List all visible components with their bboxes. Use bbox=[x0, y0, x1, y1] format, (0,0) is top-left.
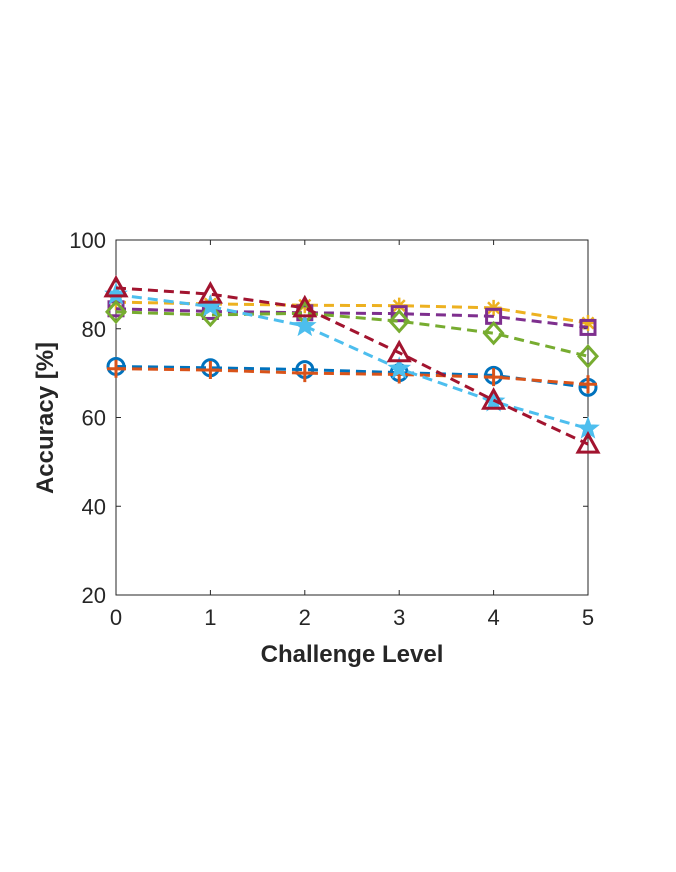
series-line bbox=[115, 307, 589, 329]
plot-area bbox=[115, 239, 589, 596]
y-tick-label: 40 bbox=[82, 494, 106, 519]
square-marker bbox=[390, 305, 408, 323]
y-tick-label: 100 bbox=[69, 228, 106, 253]
triangle-marker bbox=[575, 431, 601, 454]
plus-marker bbox=[107, 359, 125, 378]
plus-marker bbox=[579, 375, 597, 394]
series-line bbox=[115, 300, 589, 325]
series-line bbox=[115, 293, 589, 431]
y-tick-label: 60 bbox=[82, 406, 106, 431]
diamond-marker bbox=[199, 302, 222, 328]
pentagram-marker bbox=[387, 356, 412, 379]
triangle-marker bbox=[481, 387, 507, 410]
triangle-marker bbox=[197, 281, 223, 304]
axis-ticks: 0 1 2 3 4 5 20 40 60 80 100 bbox=[69, 228, 594, 630]
x-tick-label: 5 bbox=[582, 605, 594, 630]
triangle-marker bbox=[386, 339, 412, 363]
plus-marker bbox=[484, 368, 503, 387]
triangle-marker bbox=[292, 294, 318, 318]
y-tick-label: 80 bbox=[82, 317, 106, 342]
diamond-marker bbox=[388, 308, 411, 334]
series-line bbox=[115, 367, 589, 386]
x-tick-label: 0 bbox=[110, 605, 122, 630]
triangle-marker bbox=[103, 274, 129, 298]
x-tick-label: 1 bbox=[204, 605, 216, 630]
diamond-marker bbox=[482, 320, 505, 346]
y-tick-label: 20 bbox=[82, 583, 106, 608]
pentagram-marker bbox=[292, 313, 317, 337]
series-line bbox=[115, 286, 589, 446]
series-layer bbox=[103, 274, 601, 454]
x-tick-label: 2 bbox=[299, 605, 311, 630]
plus-marker bbox=[201, 361, 220, 380]
x-axis-label: Challenge Level bbox=[261, 641, 444, 668]
series-plus bbox=[107, 359, 597, 394]
plus-marker bbox=[295, 364, 314, 383]
asterisk-marker bbox=[580, 314, 596, 331]
x-tick-label: 3 bbox=[393, 605, 405, 630]
x-tick-label: 4 bbox=[487, 605, 499, 630]
diamond-marker bbox=[576, 344, 600, 369]
square-marker bbox=[579, 318, 597, 336]
y-axis-label: Accuracy [%] bbox=[32, 342, 59, 494]
series-triangle bbox=[103, 274, 601, 454]
diamond-marker bbox=[104, 299, 128, 325]
